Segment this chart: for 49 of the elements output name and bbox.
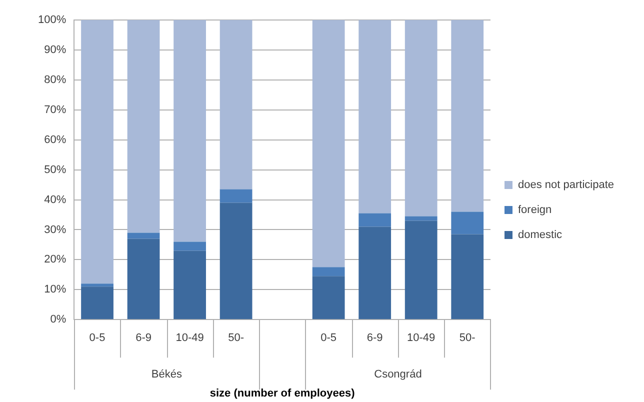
text: Békés bbox=[151, 368, 182, 381]
bar bbox=[127, 232, 160, 239]
bar bbox=[404, 20, 438, 216]
bar bbox=[451, 212, 484, 234]
bar bbox=[404, 216, 438, 221]
legend-label: foreign bbox=[518, 204, 552, 216]
bar bbox=[127, 20, 160, 233]
bar bbox=[127, 238, 160, 320]
bar bbox=[174, 20, 206, 242]
bar bbox=[404, 220, 438, 320]
bar bbox=[220, 189, 252, 203]
bar bbox=[312, 20, 345, 268]
x-tick-label: 10-49 bbox=[176, 332, 204, 344]
x-tick-label: 10-49 bbox=[407, 332, 436, 344]
y-tick-label: 0% bbox=[50, 314, 66, 326]
bar bbox=[220, 202, 252, 320]
y-tick-label: 10% bbox=[44, 284, 66, 296]
text: Csongrád bbox=[374, 368, 422, 381]
y-tick-label: 60% bbox=[44, 134, 66, 146]
legend-label: domestic bbox=[518, 229, 563, 242]
bar bbox=[451, 20, 484, 212]
bar bbox=[220, 20, 252, 190]
x-tick-label: 6-9 bbox=[136, 332, 152, 344]
x-tick-label: 50- bbox=[228, 332, 244, 344]
bar bbox=[312, 267, 345, 276]
x-axis-title: size (number of employees) bbox=[210, 387, 356, 400]
y-tick-label: 70% bbox=[44, 104, 66, 116]
bar bbox=[312, 276, 345, 320]
bar bbox=[81, 284, 114, 287]
y-tick-label: 100% bbox=[38, 14, 66, 26]
y-tick-label: 20% bbox=[44, 254, 66, 266]
bar bbox=[81, 286, 114, 320]
bar bbox=[358, 20, 392, 214]
bar bbox=[174, 250, 206, 320]
bar bbox=[451, 234, 484, 320]
bar bbox=[358, 226, 392, 320]
x-tick-label: 50- bbox=[459, 332, 476, 344]
legend-label: does not participate bbox=[518, 179, 614, 192]
bar bbox=[81, 20, 114, 284]
y-tick-label: 80% bbox=[44, 74, 66, 86]
bar bbox=[174, 242, 206, 251]
y-tick-label: 30% bbox=[44, 224, 66, 236]
x-tick-label: 0-5 bbox=[320, 332, 337, 344]
y-tick-label: 40% bbox=[44, 194, 66, 206]
x-tick-label: 6-9 bbox=[366, 332, 383, 344]
x-tick-label: 0-5 bbox=[89, 332, 106, 344]
y-tick-label: 90% bbox=[44, 44, 66, 56]
y-tick-label: 50% bbox=[44, 164, 66, 176]
bar bbox=[358, 213, 392, 227]
